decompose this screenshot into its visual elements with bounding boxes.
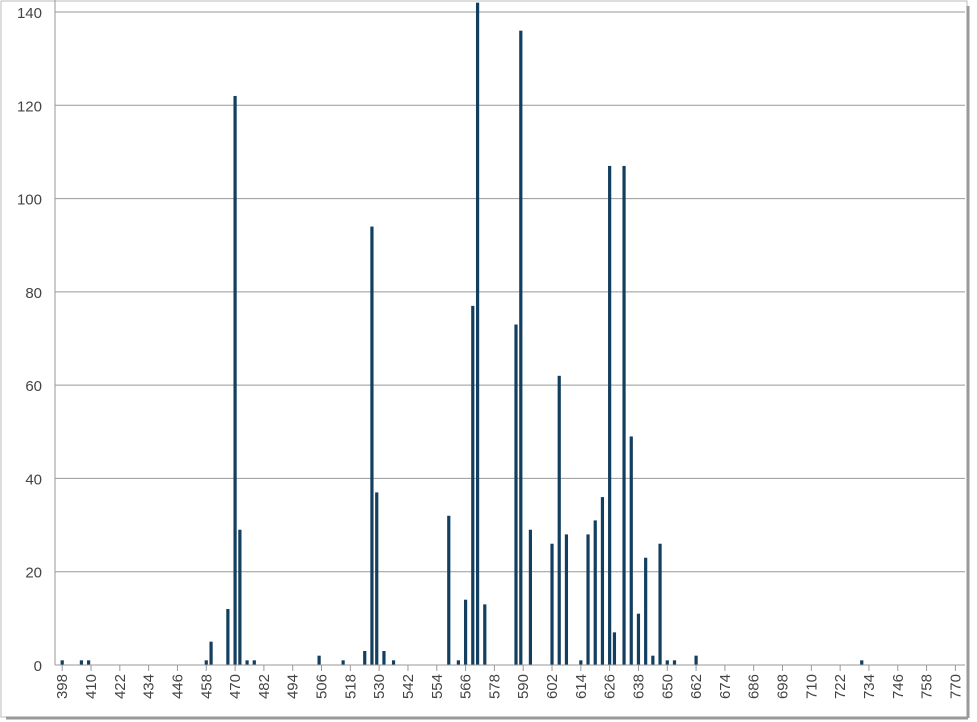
bar (694, 655, 698, 665)
x-tick-label: 446 (169, 674, 186, 699)
bar (658, 543, 662, 665)
x-tick-label: 566 (458, 674, 475, 699)
bar (245, 660, 249, 665)
bars (60, 2, 864, 666)
bar (238, 529, 242, 665)
x-tick-label: 518 (342, 674, 359, 699)
x-tick-label: 758 (919, 674, 936, 699)
bar (665, 660, 669, 665)
x-tick-label: 398 (54, 674, 71, 699)
y-tick-label: 80 (25, 285, 42, 302)
bar (209, 641, 213, 665)
bar (550, 543, 554, 665)
x-tick-label: 410 (83, 674, 100, 699)
x-tick-label: 662 (688, 674, 705, 699)
bar (226, 609, 230, 665)
x-tick-label: 614 (573, 674, 590, 699)
bar (456, 660, 460, 665)
bar (586, 534, 590, 665)
bar (651, 655, 655, 665)
bar (483, 604, 487, 665)
x-tick-label: 554 (429, 674, 446, 699)
x-tick-label: 710 (803, 674, 820, 699)
y-tick-label: 0 (34, 658, 42, 675)
x-tick-label: 494 (285, 674, 302, 699)
x-tick-label: 482 (256, 674, 273, 699)
x-tick-label: 590 (515, 674, 532, 699)
x-tick-label: 722 (832, 674, 849, 699)
bar (317, 655, 321, 665)
x-tick-label: 542 (400, 674, 417, 699)
bar (463, 599, 468, 665)
y-tick-label: 100 (17, 192, 42, 209)
bar (204, 660, 208, 665)
bar (363, 651, 367, 665)
bar (341, 660, 345, 665)
x-tick-label: 734 (861, 674, 878, 699)
y-tick-label: 140 (17, 5, 42, 22)
bar (636, 613, 641, 665)
bar (375, 492, 379, 665)
bar (608, 165, 612, 665)
bar (391, 660, 396, 665)
bar (860, 660, 864, 665)
bar (612, 632, 617, 665)
x-tick-label: 506 (314, 674, 331, 699)
bar (370, 226, 374, 666)
x-tick-label: 686 (746, 674, 763, 699)
x-tick-label: 578 (486, 674, 503, 699)
bar (79, 660, 84, 665)
x-tick-label: 458 (198, 674, 215, 699)
bar (672, 660, 677, 665)
y-tick-label: 120 (17, 98, 42, 115)
bar (233, 95, 237, 665)
bar (557, 375, 561, 665)
x-tick-label: 626 (602, 674, 619, 699)
bar (644, 557, 648, 665)
x-tick-label: 698 (775, 674, 792, 699)
bar (622, 165, 626, 665)
bar (519, 30, 523, 665)
bar (382, 651, 386, 665)
bar (593, 520, 597, 665)
x-tick-label: 650 (659, 674, 676, 699)
x-tick-label: 674 (717, 674, 734, 699)
bar (475, 2, 480, 665)
bar (600, 497, 605, 665)
x-tick-label: 746 (890, 674, 907, 699)
bar (252, 660, 256, 665)
bar (447, 515, 451, 665)
x-tick-label: 770 (947, 674, 964, 699)
x-tick-label: 602 (544, 674, 561, 699)
y-tick-label: 60 (25, 378, 42, 395)
x-tick-label: 638 (630, 674, 647, 699)
bar (87, 660, 91, 665)
x-tick-label: 434 (141, 674, 158, 699)
bar (60, 660, 64, 665)
y-tick-label: 40 (25, 471, 42, 488)
x-tick-label: 470 (227, 674, 244, 699)
bar (471, 305, 475, 665)
bar (564, 534, 569, 665)
x-tick-label: 422 (112, 674, 129, 699)
bar (528, 529, 533, 665)
bar (629, 436, 633, 665)
x-tick-label: 530 (371, 674, 388, 699)
bar (514, 324, 518, 665)
bar (579, 660, 583, 665)
y-tick-label: 20 (25, 565, 42, 582)
